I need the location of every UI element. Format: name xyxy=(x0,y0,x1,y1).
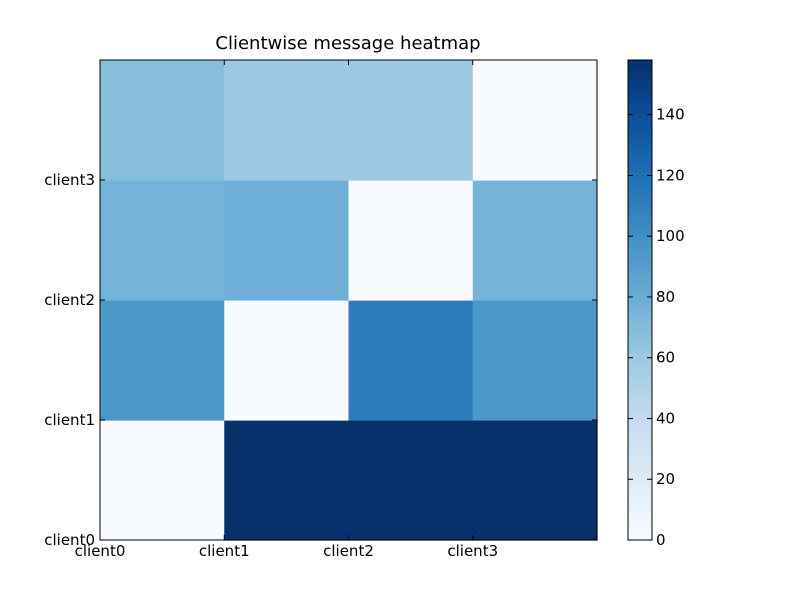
heatmap-cell-client3-client2 xyxy=(348,60,474,181)
colorbar-tick-label: 40 xyxy=(656,409,675,427)
heatmap-cell-client1-client2 xyxy=(348,300,474,421)
x-tick-label: client2 xyxy=(323,542,374,560)
heatmap-cell-client0-client1 xyxy=(224,420,350,541)
x-axis-ticks: client0 client1 client2 client3 xyxy=(75,60,498,560)
heatmap-cell-client1-client3 xyxy=(472,300,598,421)
colorbar-tick-label: 20 xyxy=(656,470,675,488)
colorbar-tick-label: 120 xyxy=(656,166,685,184)
y-axis-ticks: client0 client1 client2 client3 xyxy=(44,171,597,549)
x-tick-label: client3 xyxy=(447,542,498,560)
y-tick-label: client3 xyxy=(44,171,95,189)
x-tick-label: client0 xyxy=(75,542,126,560)
colorbar-tick-label: 140 xyxy=(656,106,685,124)
heatmap-cell-client2-client1 xyxy=(224,180,350,301)
heatmap-cell-client0-client0 xyxy=(100,420,225,541)
colorbar-tick-label: 80 xyxy=(656,288,675,306)
heatmap-cell-client3-client0 xyxy=(100,60,225,181)
heatmap-cell-client3-client3 xyxy=(472,60,598,181)
y-tick-label: client1 xyxy=(44,411,95,429)
colorbar-tick-label: 60 xyxy=(656,349,675,367)
heatmap-cell-client0-client2 xyxy=(348,420,474,541)
heatmap-cell-client3-client1 xyxy=(224,60,350,181)
colorbar-tick-label: 0 xyxy=(656,531,666,549)
x-tick-label: client1 xyxy=(199,542,250,560)
colorbar-tick-label: 100 xyxy=(656,227,685,245)
colorbar xyxy=(627,59,653,541)
colorbar-ticks: 0 20 40 60 80 100 120 140 xyxy=(628,106,685,549)
heatmap-cell-client2-client0 xyxy=(100,180,225,301)
heatmap-cells xyxy=(100,60,598,541)
heatmap-cell-client2-client3 xyxy=(472,180,598,301)
chart-title: Clientwise message heatmap xyxy=(215,33,480,54)
heatmap-cell-client1-client0 xyxy=(100,300,225,421)
heatmap-cell-client1-client1 xyxy=(224,300,350,421)
y-tick-label: client2 xyxy=(44,291,95,309)
y-tick-label: client0 xyxy=(44,531,95,549)
heatmap-cell-client0-client3 xyxy=(472,420,598,541)
heatmap-cell-client2-client2 xyxy=(348,180,474,301)
